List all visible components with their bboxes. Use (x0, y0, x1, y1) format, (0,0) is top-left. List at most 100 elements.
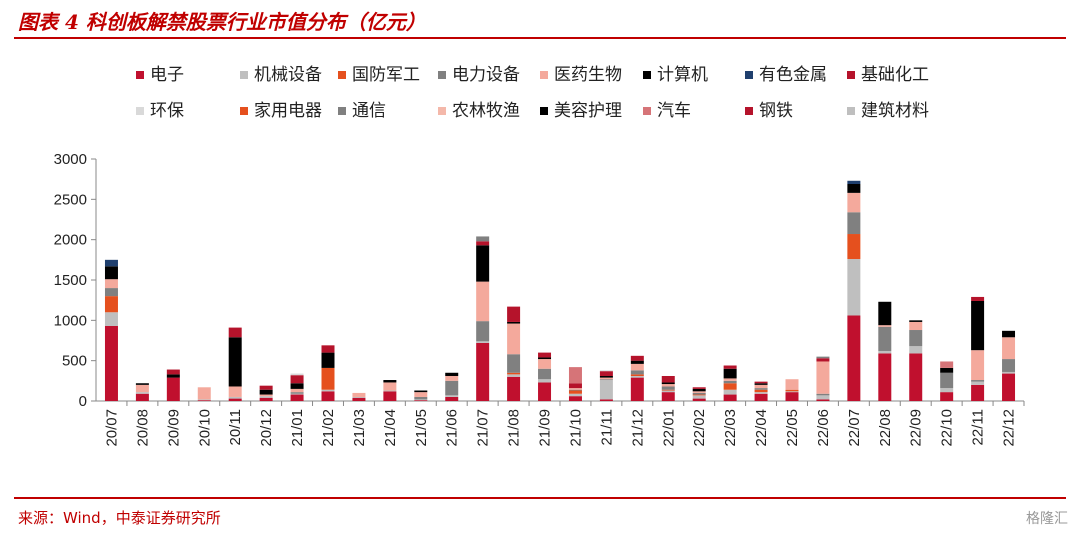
y-tick-label: 1500 (54, 272, 87, 289)
bar-segment (1002, 359, 1016, 372)
bar-segment (135, 384, 149, 393)
y-tick-label: 2000 (54, 232, 87, 249)
x-tick-label: 22/01 (660, 409, 677, 447)
bar-segment (104, 288, 118, 297)
legend-label: 电子 (150, 65, 184, 85)
bar-segment (1002, 371, 1016, 374)
bar-segment (290, 392, 304, 394)
bar-segment (754, 384, 768, 389)
bar-segment (228, 327, 242, 338)
bar-segment (599, 380, 613, 400)
bar-segment (723, 365, 737, 369)
bar-segment (878, 326, 892, 351)
x-tick-label: 22/07 (846, 409, 863, 447)
bar-segment (692, 388, 706, 392)
bar-segment (476, 321, 490, 342)
bar-segment (630, 375, 644, 378)
bar-segment (507, 372, 521, 375)
x-tick-label: 21/10 (567, 409, 584, 447)
bar-segment (661, 389, 675, 391)
bar-segment (445, 396, 459, 401)
bar-segment (847, 212, 861, 235)
legend-label: 农林牧渔 (452, 101, 520, 121)
y-tick-label: 1000 (54, 312, 87, 329)
bar-segment (507, 323, 521, 355)
legend-swatch (540, 107, 548, 115)
bar-segment (971, 296, 985, 301)
bar-segment (971, 384, 985, 401)
bar-segment (104, 279, 118, 289)
x-tick-label: 20/09 (165, 409, 182, 447)
bar-segment (940, 361, 954, 368)
bar-segment (476, 341, 490, 343)
x-tick-label: 22/05 (784, 409, 801, 447)
bar-segment (847, 180, 861, 185)
bar-segment (259, 385, 273, 390)
legend-swatch (338, 107, 346, 115)
bar-segment (878, 350, 892, 354)
bar-segment (290, 394, 304, 401)
bar-segment (568, 390, 582, 394)
bar-segment (568, 389, 582, 391)
bar-segment (878, 301, 892, 326)
bar-segment (971, 381, 985, 385)
bar-segment (723, 368, 737, 379)
legend-label: 电力设备 (452, 65, 520, 85)
x-tick-label: 20/08 (134, 409, 151, 447)
legend-label: 机械设备 (254, 65, 322, 85)
bar-segment (940, 367, 954, 373)
source-note: 来源：Wind，中泰证券研究所 (18, 509, 221, 527)
bar-segment (321, 345, 335, 353)
x-tick-label: 21/11 (598, 409, 615, 445)
legend-label: 家用电器 (254, 101, 322, 121)
bar-segment (568, 396, 582, 401)
x-tick-label: 20/10 (196, 409, 213, 447)
legend-swatch (745, 107, 753, 115)
bar-segment (259, 394, 273, 397)
bar-segment (816, 393, 830, 396)
x-tick-label: 22/03 (722, 409, 739, 447)
x-tick-label: 21/01 (289, 409, 306, 447)
bar-segment (630, 374, 644, 376)
x-tick-label: 21/06 (444, 409, 461, 447)
bar-segment (290, 373, 304, 376)
x-tick-label: 22/06 (815, 409, 832, 447)
bar-segment (538, 368, 552, 380)
bar-segment (104, 312, 118, 326)
y-tick-label: 2500 (54, 191, 87, 208)
bar-segment (290, 393, 304, 395)
bar-segment (507, 376, 521, 401)
legend-label: 国防军工 (352, 65, 420, 85)
bar-segment (135, 392, 149, 394)
bar-segment (754, 393, 768, 401)
bar-segment (476, 245, 490, 282)
legend-swatch (540, 71, 548, 79)
bar-segment (785, 392, 799, 401)
bar-segment (166, 369, 180, 375)
bar-segment (661, 375, 675, 383)
bar-segment (197, 387, 211, 400)
bar-segment (754, 392, 768, 394)
legend-swatch (847, 71, 855, 79)
legend-label: 医药生物 (554, 65, 622, 85)
x-tick-label: 20/07 (103, 409, 120, 447)
bar-segment (538, 352, 552, 358)
bar-segment (568, 383, 582, 389)
bar-segment (321, 389, 335, 392)
bar-segment (228, 386, 242, 397)
bar-segment (290, 383, 304, 389)
bar-segment (909, 321, 923, 331)
legend-swatch (240, 107, 248, 115)
bar-segment (538, 382, 552, 401)
axes: 0 500 1000 1500 2000 2500 3000 20/07 20/08 20/09 2… (54, 151, 1025, 447)
bar-segment (352, 397, 366, 401)
bar-segment (878, 353, 892, 401)
bar-segment (909, 330, 923, 347)
bar-segment (352, 392, 366, 397)
bar-segment (599, 399, 613, 401)
bar-segment (352, 396, 366, 398)
bar-segment (971, 300, 985, 351)
bar-segment (476, 281, 490, 322)
x-tick-label: 21/03 (351, 409, 368, 447)
